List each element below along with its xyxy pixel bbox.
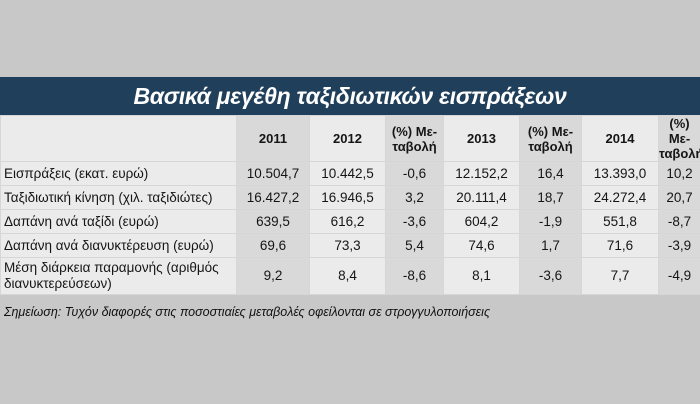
table-cell: -4,9 xyxy=(658,257,700,295)
table-cell: 7,7 xyxy=(581,257,659,295)
table-cell: 18,7 xyxy=(519,185,582,210)
table-cell: -8,6 xyxy=(385,257,444,295)
table-cell: -8,7 xyxy=(658,209,700,234)
row-label: Δαπάνη ανά διανυκτέρευση (ευρώ) xyxy=(0,233,237,258)
row-label: Εισπράξεις (εκατ. ευρώ) xyxy=(0,161,237,186)
table-cell: 639,5 xyxy=(236,209,310,234)
row-label: Μέση διάρκεια παραμονής (αριθμός διανυκτ… xyxy=(0,257,237,295)
table-cell: 69,6 xyxy=(236,233,310,258)
table-row: Δαπάνη ανά διανυκτέρευση (ευρώ) 69,6 73,3 5… xyxy=(0,233,700,258)
table-cell: 16,4 xyxy=(519,161,582,186)
table-cell: 10.504,7 xyxy=(236,161,310,186)
table-cell: 74,6 xyxy=(443,233,520,258)
table-cell: -3,6 xyxy=(519,257,582,295)
table-row: Ταξιδιωτική κίνηση (χιλ. ταξιδιώτες) 16.4… xyxy=(0,185,700,210)
table-cell: -1,9 xyxy=(519,209,582,234)
header-cell: (%) Με- ταβολή xyxy=(519,115,582,162)
table-cell: 73,3 xyxy=(309,233,386,258)
table-cell: 16.427,2 xyxy=(236,185,310,210)
header-cell: (%) Με- ταβολή xyxy=(658,115,700,162)
table-body: Εισπράξεις (εκατ. ευρώ) 10.504,7 10.442,5-… xyxy=(0,161,700,295)
table-cell: 10,2 xyxy=(658,161,700,186)
header-cell: 2011 xyxy=(236,115,310,162)
table-cell: 20.111,4 xyxy=(443,185,520,210)
table-cell: 16.946,5 xyxy=(309,185,386,210)
table-cell: 3,2 xyxy=(385,185,444,210)
table-cell: 10.442,5 xyxy=(309,161,386,186)
table-cell: 71,6 xyxy=(581,233,659,258)
table-cell: 1,7 xyxy=(519,233,582,258)
page-title: Βασικά μεγέθη ταξιδιωτικών εισπράξεων xyxy=(133,82,567,109)
footnote: Σημείωση: Τυχόν διαφορές στις ποσοστιαίε… xyxy=(4,305,491,319)
table-cell: -3,6 xyxy=(385,209,444,234)
stats-table: 2011 2012 (%) Με- ταβολή 2013 (%) Με- ταβολή… xyxy=(0,115,700,295)
table-cell: 8,1 xyxy=(443,257,520,295)
title-bar: Βασικά μεγέθη ταξιδιωτικών εισπράξεων xyxy=(0,77,700,115)
table-cell: 8,4 xyxy=(309,257,386,295)
table-cell: 20,7 xyxy=(658,185,700,210)
table-cell: -0,6 xyxy=(385,161,444,186)
row-label: Δαπάνη ανά ταξίδι (ευρώ) xyxy=(0,209,237,234)
header-cell: 2012 xyxy=(309,115,386,162)
table-cell: 5,4 xyxy=(385,233,444,258)
table-row: Δαπάνη ανά ταξίδι (ευρώ) 639,5 616,2 -3,6 60… xyxy=(0,209,700,234)
table-cell: 616,2 xyxy=(309,209,386,234)
header-cell: 2014 xyxy=(581,115,659,162)
table-cell: 24.272,4 xyxy=(581,185,659,210)
table-cell: 13.393,0 xyxy=(581,161,659,186)
table-cell: 551,8 xyxy=(581,209,659,234)
table-cell: -3,9 xyxy=(658,233,700,258)
header-cell: (%) Με- ταβολή xyxy=(385,115,444,162)
table-cell: 9,2 xyxy=(236,257,310,295)
row-label: Ταξιδιωτική κίνηση (χιλ. ταξιδιώτες) xyxy=(0,185,237,210)
header-cell: 2013 xyxy=(443,115,520,162)
header-cell-blank xyxy=(0,115,237,162)
table-cell: 604,2 xyxy=(443,209,520,234)
table-row: Εισπράξεις (εκατ. ευρώ) 10.504,7 10.442,5-… xyxy=(0,161,700,186)
table-cell: 12.152,2 xyxy=(443,161,520,186)
table-row: Μέση διάρκεια παραμονής (αριθμός διανυκτ… xyxy=(0,257,700,295)
table-header-row: 2011 2012 (%) Με- ταβολή 2013 (%) Με- ταβολή… xyxy=(0,115,700,162)
